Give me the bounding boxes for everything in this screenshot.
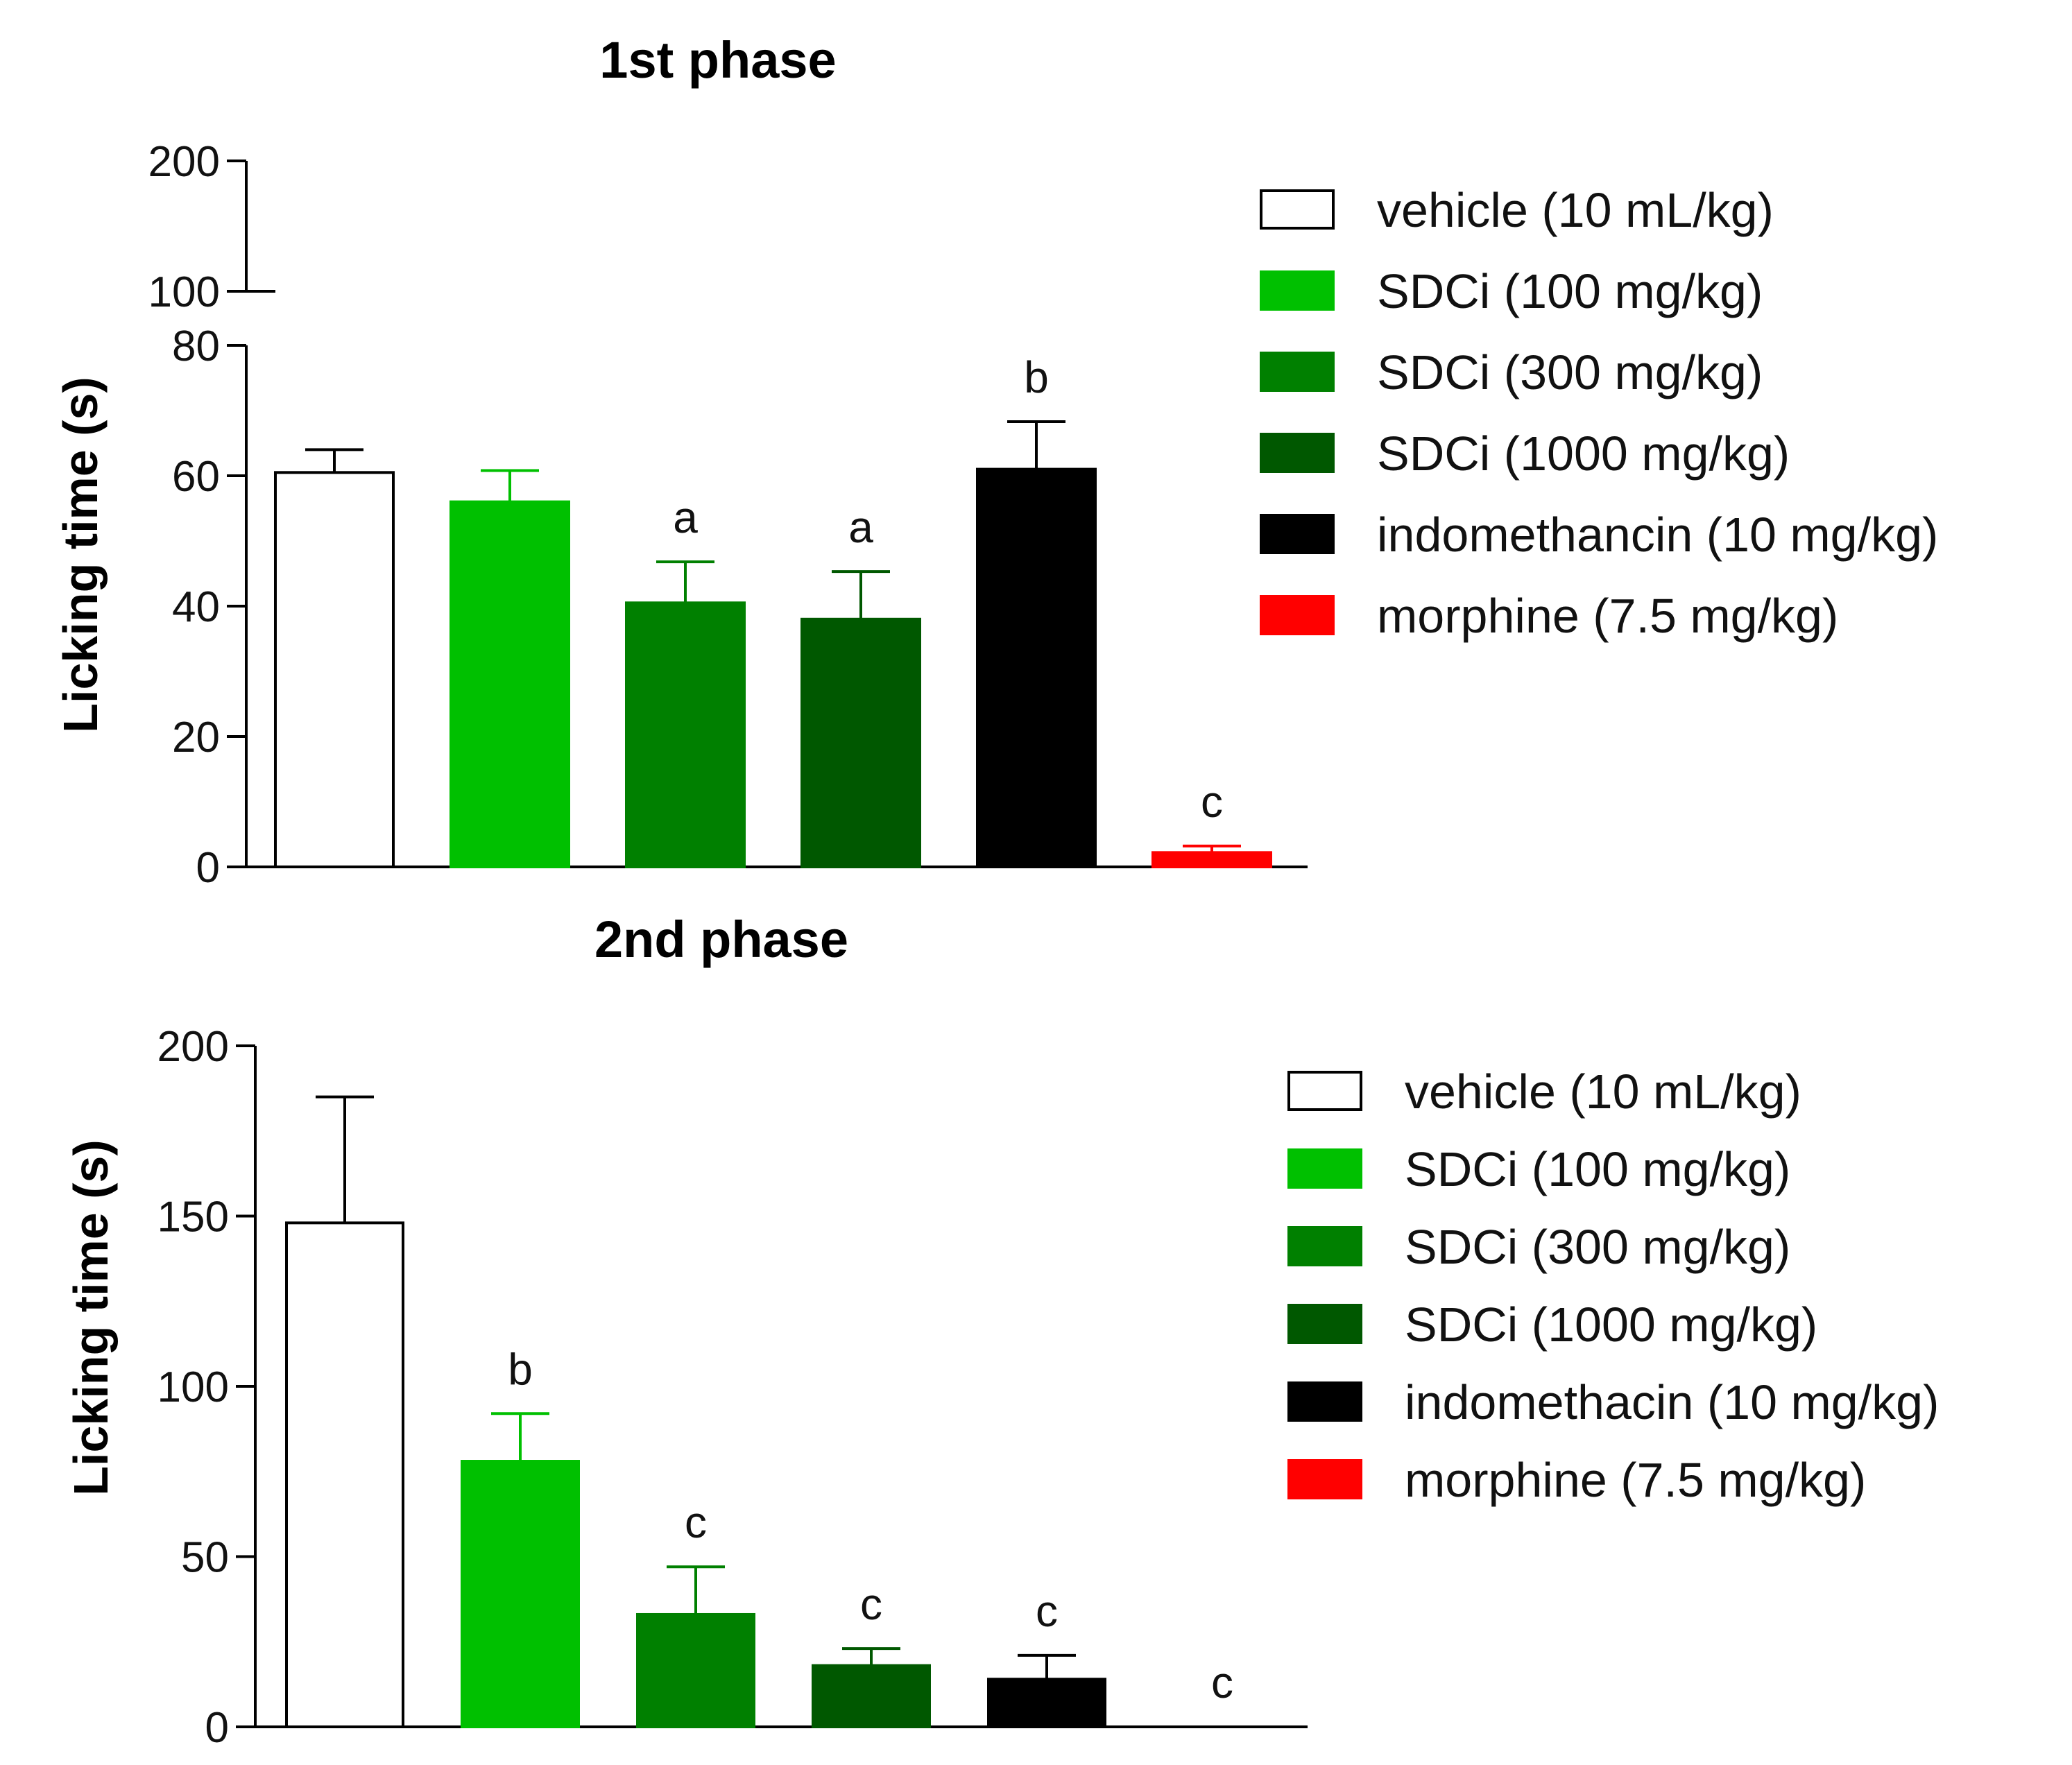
legend-swatch [1287, 1304, 1362, 1344]
legend-label: vehicle (10 mL/kg) [1405, 1065, 1801, 1119]
legend-swatch [1260, 433, 1335, 473]
y-tick-label: 100 [148, 268, 220, 316]
legend-swatch [1260, 595, 1335, 635]
bar [449, 500, 570, 868]
bar [976, 467, 1097, 868]
y-tick-label: 50 [181, 1534, 229, 1582]
legend-swatch [1287, 1148, 1362, 1189]
bar [285, 1221, 404, 1728]
significance-label: c [1201, 777, 1223, 827]
y-tick-label: 0 [205, 1704, 229, 1752]
legend-swatch [1287, 1459, 1362, 1499]
bar [987, 1678, 1106, 1729]
significance-label: c [860, 1579, 882, 1629]
significance-label: c [685, 1497, 707, 1547]
legend-label: indomethancin (10 mg/kg) [1377, 508, 1938, 562]
significance-label: a [848, 502, 873, 552]
y-tick-label: 20 [172, 714, 220, 761]
bar [636, 1612, 755, 1728]
legend-label: SDCi (100 mg/kg) [1377, 264, 1763, 318]
y-tick-label: 200 [148, 138, 220, 186]
y-tick-label: 150 [157, 1194, 229, 1241]
legend-label: SDCi (300 mg/kg) [1377, 345, 1763, 399]
chart-second-phase: 2nd phase Licking time (s) 0 50 100 150 200 b… [64, 911, 1939, 1752]
y-tick-label: 40 [172, 583, 220, 631]
legend-swatch [1287, 1381, 1362, 1422]
y-tick-label: 0 [196, 844, 220, 892]
bar [1151, 851, 1272, 868]
legend-swatch [1260, 270, 1335, 311]
y-tick-label: 60 [172, 453, 220, 501]
y-axis-label: Licking time (s) [64, 1139, 118, 1495]
chart-first-phase: 1st phase Licking time (s) 0 20 40 60 80 100 2… [53, 31, 1938, 892]
legend-swatch [1287, 1226, 1362, 1266]
legend-label: vehicle (10 mL/kg) [1377, 183, 1774, 237]
significance-label: b [1024, 352, 1049, 402]
significance-label: a [673, 492, 698, 542]
legend-swatch [1260, 189, 1335, 230]
legend-label: SDCi (100 mg/kg) [1405, 1142, 1790, 1196]
chart-title: 1st phase [599, 31, 836, 89]
bar [812, 1664, 931, 1729]
significance-label: c [1036, 1586, 1058, 1636]
significance-label: b [508, 1344, 533, 1394]
bar [461, 1460, 580, 1729]
y-tick-label: 200 [157, 1023, 229, 1071]
bar [625, 601, 746, 868]
bar [800, 617, 921, 868]
bar [274, 471, 395, 868]
legend-label: SDCi (1000 mg/kg) [1377, 427, 1790, 481]
chart-title: 2nd phase [594, 911, 848, 968]
significance-label: c [1211, 1658, 1233, 1707]
legend-label: SDCi (300 mg/kg) [1405, 1220, 1790, 1274]
legend-label: morphine (7.5 mg/kg) [1377, 589, 1838, 643]
legend-label: morphine (7.5 mg/kg) [1405, 1453, 1866, 1507]
y-axis-label: Licking time (s) [53, 377, 108, 732]
legend-swatch [1287, 1071, 1362, 1111]
legend-label: indomethacin (10 mg/kg) [1405, 1375, 1939, 1429]
y-tick-label: 100 [157, 1363, 229, 1411]
legend-swatch [1260, 514, 1335, 554]
legend-swatch [1260, 352, 1335, 392]
y-tick-label: 80 [172, 322, 220, 370]
legend-label: SDCi (1000 mg/kg) [1405, 1298, 1817, 1352]
